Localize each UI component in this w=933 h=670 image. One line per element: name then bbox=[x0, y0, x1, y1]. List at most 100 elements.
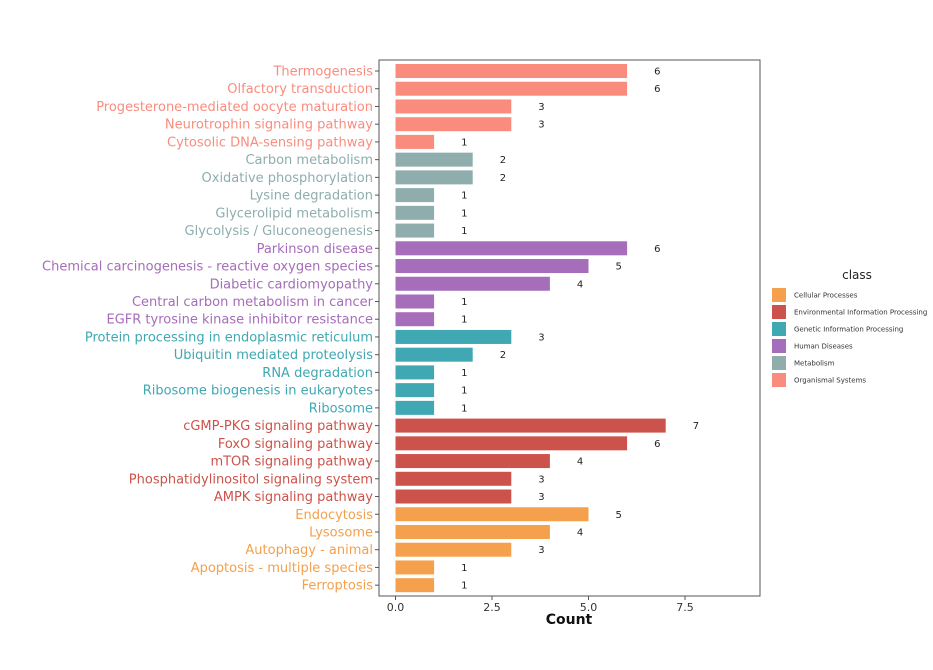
value-label-cytosolic-dna-sensing-pathway: 1 bbox=[461, 137, 467, 148]
category-label-rna-degradation: RNA degradation bbox=[262, 366, 373, 381]
category-label-cgmp-pkg-signaling-pathway: cGMP-PKG signaling pathway bbox=[183, 419, 373, 434]
category-label-olfactory-transduction: Olfactory transduction bbox=[227, 82, 373, 97]
category-label-central-carbon-metabolism-in-cancer: Central carbon metabolism in cancer bbox=[132, 295, 374, 310]
value-label-thermogenesis: 6 bbox=[654, 67, 660, 78]
value-label-protein-processing-in-endoplasmic-reticulum: 3 bbox=[538, 332, 544, 343]
value-label-progesterone-mediated-oocyte-maturation: 3 bbox=[538, 102, 544, 113]
legend-swatch-environmental-information-processing bbox=[772, 305, 786, 319]
bar-carbon-metabolism bbox=[395, 152, 473, 167]
bar-egfr-tyrosine-kinase-inhibitor-resistance bbox=[395, 312, 435, 327]
value-label-ferroptosis: 1 bbox=[461, 581, 467, 592]
bar-olfactory-transduction bbox=[395, 81, 628, 96]
bar-oxidative-phosphorylation bbox=[395, 170, 473, 185]
bar-central-carbon-metabolism-in-cancer bbox=[395, 294, 435, 309]
bar-endocytosis bbox=[395, 507, 589, 522]
legend-swatch-cellular-processes bbox=[772, 288, 786, 302]
value-label-phosphatidylinositol-signaling-system: 3 bbox=[538, 474, 544, 485]
bar-apoptosis-multiple-species bbox=[395, 560, 435, 575]
legend-swatch-genetic-information-processing bbox=[772, 322, 786, 336]
value-label-endocytosis: 5 bbox=[616, 510, 622, 521]
legend-label-metabolism: Metabolism bbox=[794, 360, 835, 368]
legend-label-organismal-systems: Organismal Systems bbox=[794, 377, 866, 385]
bar-foxo-signaling-pathway bbox=[395, 436, 628, 451]
bar-mtor-signaling-pathway bbox=[395, 454, 550, 469]
category-label-phosphatidylinositol-signaling-system: Phosphatidylinositol signaling system bbox=[129, 472, 373, 487]
category-label-chemical-carcinogenesis-reactive-oxygen-species: Chemical carcinogenesis - reactive oxyge… bbox=[42, 260, 373, 275]
x-tick-label: 2.5 bbox=[483, 601, 501, 614]
plot-panel-border bbox=[378, 59, 761, 597]
legend-swatch-organismal-systems bbox=[772, 373, 786, 387]
category-label-carbon-metabolism: Carbon metabolism bbox=[245, 153, 373, 168]
legend: class Cellular Processes Environmental In… bbox=[772, 268, 927, 387]
category-label-apoptosis-multiple-species: Apoptosis - multiple species bbox=[191, 561, 374, 576]
value-label-diabetic-cardiomyopathy: 4 bbox=[577, 279, 583, 290]
legend-swatch-metabolism bbox=[772, 356, 786, 370]
category-labels: Thermogenesis Olfactory transduction Proge… bbox=[42, 65, 379, 594]
bar-ferroptosis bbox=[395, 578, 435, 593]
value-label-glycerolipid-metabolism: 1 bbox=[461, 208, 467, 219]
bar-neurotrophin-signaling-pathway bbox=[395, 117, 512, 132]
category-label-autophagy-animal: Autophagy - animal bbox=[245, 543, 373, 558]
bar-diabetic-cardiomyopathy bbox=[395, 276, 550, 291]
bars-layer bbox=[395, 64, 666, 593]
category-label-ferroptosis: Ferroptosis bbox=[302, 579, 374, 594]
category-label-diabetic-cardiomyopathy: Diabetic cardiomyopathy bbox=[210, 277, 374, 292]
legend-label-genetic-information-processing: Genetic Information Processing bbox=[794, 326, 903, 334]
bar-progesterone-mediated-oocyte-maturation bbox=[395, 99, 512, 114]
legend-label-environmental-information-processing: Environmental Information Processing bbox=[794, 309, 927, 317]
value-label-central-carbon-metabolism-in-cancer: 1 bbox=[461, 297, 467, 308]
x-axis-title: Count bbox=[546, 612, 593, 628]
value-label-lysosome: 4 bbox=[577, 527, 583, 538]
category-label-glycolysis-gluconeogenesis: Glycolysis / Gluconeogenesis bbox=[185, 224, 374, 239]
bar-autophagy-animal bbox=[395, 542, 512, 557]
value-label-ubiquitin-mediated-proteolysis: 2 bbox=[500, 350, 506, 361]
bar-cgmp-pkg-signaling-pathway bbox=[395, 418, 666, 433]
category-label-cytosolic-dna-sensing-pathway: Cytosolic DNA-sensing pathway bbox=[167, 135, 373, 150]
bar-chemical-carcinogenesis-reactive-oxygen-species bbox=[395, 259, 589, 274]
x-tick-label: 0.0 bbox=[387, 601, 405, 614]
value-label-lysine-degradation: 1 bbox=[461, 191, 467, 202]
bar-lysosome bbox=[395, 524, 550, 539]
value-label-olfactory-transduction: 6 bbox=[654, 84, 660, 95]
category-label-mtor-signaling-pathway: mTOR signaling pathway bbox=[210, 455, 373, 470]
category-label-parkinson-disease: Parkinson disease bbox=[257, 242, 373, 257]
category-label-egfr-tyrosine-kinase-inhibitor-resistance: EGFR tyrosine kinase inhibitor resistanc… bbox=[107, 313, 374, 328]
legend-label-cellular-processes: Cellular Processes bbox=[794, 292, 858, 300]
category-label-lysine-degradation: Lysine degradation bbox=[250, 189, 373, 204]
bar-ribosome bbox=[395, 400, 435, 415]
value-label-ribosome-biogenesis-in-eukaryotes: 1 bbox=[461, 386, 467, 397]
bar-rna-degradation bbox=[395, 365, 435, 380]
value-labels: 6 6 3 3 1 2 2 1 1 1 6 5 4 1 1 3 2 1 1 1 7 6 4 3 3 5 4 3 1 1 bbox=[461, 67, 699, 592]
bar-thermogenesis bbox=[395, 64, 628, 78]
bar-lysine-degradation bbox=[395, 188, 435, 203]
value-label-parkinson-disease: 6 bbox=[654, 244, 660, 255]
bar-glycerolipid-metabolism bbox=[395, 205, 435, 220]
category-label-foxo-signaling-pathway: FoxO signaling pathway bbox=[218, 437, 373, 452]
legend-title: class bbox=[842, 268, 872, 282]
category-label-neurotrophin-signaling-pathway: Neurotrophin signaling pathway bbox=[165, 118, 373, 133]
category-label-ampk-signaling-pathway: AMPK signaling pathway bbox=[214, 490, 373, 505]
category-label-protein-processing-in-endoplasmic-reticulum: Protein processing in endoplasmic reticu… bbox=[85, 330, 373, 345]
x-axis: 0.0 2.5 5.0 7.5 bbox=[387, 596, 694, 614]
value-label-apoptosis-multiple-species: 1 bbox=[461, 563, 467, 574]
value-label-glycolysis-gluconeogenesis: 1 bbox=[461, 226, 467, 237]
value-label-rna-degradation: 1 bbox=[461, 368, 467, 379]
bar-ubiquitin-mediated-proteolysis bbox=[395, 347, 473, 362]
value-label-ribosome: 1 bbox=[461, 403, 467, 414]
category-label-glycerolipid-metabolism: Glycerolipid metabolism bbox=[215, 206, 373, 221]
value-label-neurotrophin-signaling-pathway: 3 bbox=[538, 120, 544, 131]
category-label-lysosome: Lysosome bbox=[309, 525, 373, 540]
x-tick-label: 5.0 bbox=[580, 601, 598, 614]
category-label-ribosome: Ribosome bbox=[309, 401, 373, 416]
bar-phosphatidylinositol-signaling-system bbox=[395, 471, 512, 486]
bar-parkinson-disease bbox=[395, 241, 628, 256]
value-label-autophagy-animal: 3 bbox=[538, 545, 544, 556]
category-label-oxidative-phosphorylation: Oxidative phosphorylation bbox=[202, 171, 373, 186]
value-label-oxidative-phosphorylation: 2 bbox=[500, 173, 506, 184]
value-label-carbon-metabolism: 2 bbox=[500, 155, 506, 166]
category-label-ribosome-biogenesis-in-eukaryotes: Ribosome biogenesis in eukaryotes bbox=[143, 384, 374, 399]
category-label-thermogenesis: Thermogenesis bbox=[272, 65, 373, 80]
value-label-foxo-signaling-pathway: 6 bbox=[654, 439, 660, 450]
bar-cytosolic-dna-sensing-pathway bbox=[395, 134, 435, 149]
